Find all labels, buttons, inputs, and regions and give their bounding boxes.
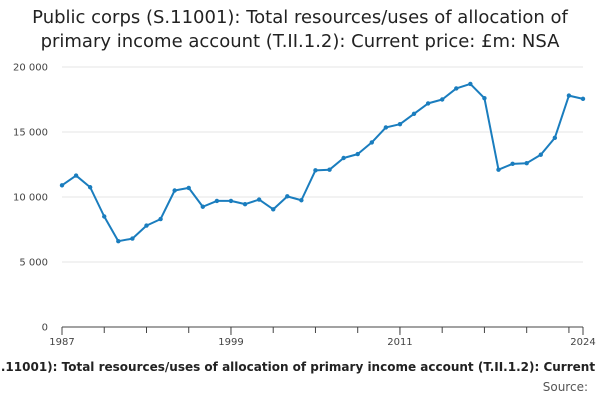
chart-title: Public corps (S.11001): Total resources/… — [32, 7, 568, 52]
y-tick-label: 5 000 — [19, 258, 48, 269]
series-line — [61, 82, 584, 243]
data-point — [580, 96, 586, 102]
data-point — [355, 151, 360, 157]
data-point — [538, 152, 543, 157]
data-point — [468, 81, 473, 87]
data-point — [524, 161, 529, 166]
data-point — [383, 125, 389, 130]
axes — [61, 326, 584, 335]
series-group — [59, 81, 586, 244]
data-point — [186, 185, 191, 191]
data-point — [552, 135, 558, 141]
data-point — [411, 111, 417, 117]
data-point — [256, 197, 262, 202]
data-point — [425, 101, 431, 106]
x-tick-labels: 1987 1999 2011 2024 — [49, 337, 595, 348]
x-tick-label: 2024 — [570, 337, 595, 348]
source-label: Source: — [542, 380, 588, 394]
data-point — [158, 216, 163, 222]
data-point — [510, 161, 515, 167]
y-tick-labels: 0 5 000 10 000 15 000 20 000 — [13, 63, 48, 334]
data-point — [341, 155, 346, 161]
data-point — [482, 96, 487, 101]
gridlines — [62, 66, 583, 263]
data-point — [566, 93, 572, 98]
data-point — [313, 168, 318, 173]
x-tick-label: 1987 — [49, 337, 74, 348]
legend: Public corps (S.11001): Total resources/… — [0, 360, 600, 378]
y-tick-label: 0 — [42, 323, 48, 334]
legend-label: Public corps (S.11001): Total resources/… — [0, 360, 600, 374]
data-point — [102, 214, 107, 219]
data-point — [327, 167, 332, 172]
data-point — [299, 198, 304, 203]
data-point — [439, 97, 445, 102]
data-point — [116, 239, 121, 244]
data-point — [271, 207, 276, 212]
y-tick-label: 15 000 — [13, 128, 48, 139]
data-point — [228, 198, 234, 204]
x-tick-label: 1999 — [218, 337, 243, 348]
data-point — [130, 236, 135, 241]
y-tick-label: 10 000 — [13, 193, 48, 204]
data-point — [73, 173, 79, 178]
data-point — [496, 167, 501, 172]
data-point — [454, 86, 459, 91]
data-point — [285, 194, 290, 199]
data-point — [397, 122, 403, 127]
data-point — [242, 201, 248, 207]
data-point — [59, 183, 65, 188]
y-tick-label: 20 000 — [13, 63, 48, 74]
data-point — [87, 185, 93, 190]
data-point — [200, 204, 206, 209]
x-tick-label: 2011 — [387, 337, 412, 348]
data-point — [369, 140, 374, 145]
data-point — [172, 188, 177, 193]
data-point — [214, 198, 220, 204]
data-point — [144, 223, 149, 228]
